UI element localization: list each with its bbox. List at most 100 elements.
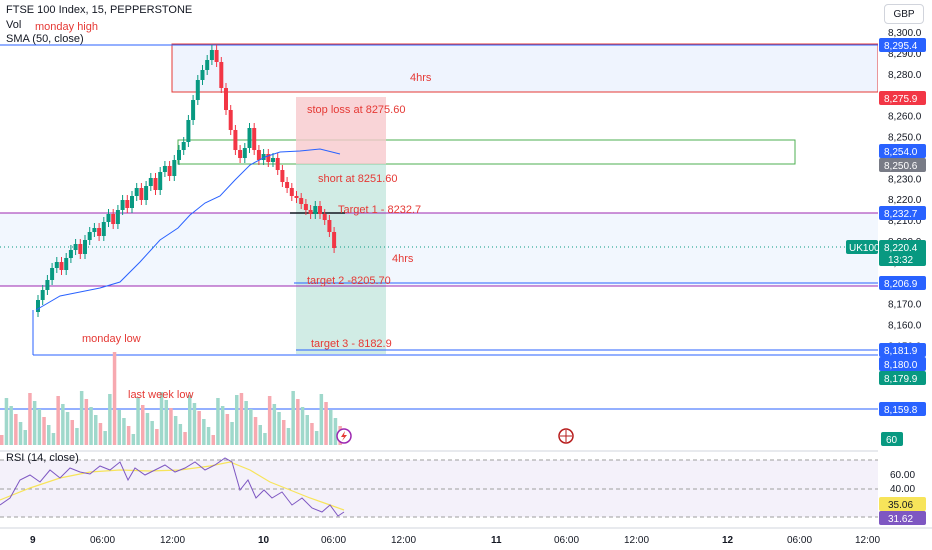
zone-4hrs-mid[interactable] xyxy=(0,213,878,286)
volume-bar xyxy=(47,425,51,445)
badge-8232: 8,232.7 xyxy=(879,206,926,220)
sma-line xyxy=(35,148,341,311)
symbol-title[interactable]: FTSE 100 Index, 15, PEPPERSTONE xyxy=(6,4,193,16)
volume-bar xyxy=(202,419,206,445)
volume-bar xyxy=(178,424,183,445)
volume-bar xyxy=(70,420,74,445)
volume-bar xyxy=(108,394,112,445)
volume-bar xyxy=(267,396,272,445)
candle-body xyxy=(191,100,196,120)
time-label: 9 xyxy=(30,535,36,546)
target3-label: target 3 - 8182.9 xyxy=(311,338,392,350)
candle-body xyxy=(228,110,233,130)
candle-body xyxy=(214,50,219,62)
volume-bar xyxy=(253,417,258,445)
badge-8180: 8,180.0 xyxy=(879,357,926,371)
lightning-icon[interactable] xyxy=(336,428,352,444)
rsi-band xyxy=(0,460,878,517)
volume-bar xyxy=(197,411,201,445)
zone-4hrs-top-label: 4hrs xyxy=(410,72,432,84)
price-tick-label: 8,260.0 xyxy=(888,112,922,123)
time-label: 10 xyxy=(258,535,270,546)
sma-legend[interactable]: SMA (50, close) xyxy=(6,33,84,45)
badge-symbol: UK100 xyxy=(846,240,880,254)
volume-bar xyxy=(155,429,159,445)
volume-bar xyxy=(98,423,103,445)
time-label: 06:00 xyxy=(321,535,346,546)
candle-body xyxy=(64,258,69,270)
candle-body xyxy=(68,250,73,258)
profit-area[interactable] xyxy=(296,164,386,354)
candle-body xyxy=(115,210,120,224)
candle-body xyxy=(266,154,271,162)
candle-body xyxy=(158,172,163,190)
volume-bar xyxy=(37,409,42,445)
rsi-tick-40: 40.00 xyxy=(890,484,915,495)
volume-bar xyxy=(164,400,168,445)
price-tick-label: 8,300.0 xyxy=(888,28,922,39)
stop-loss-area[interactable] xyxy=(296,97,386,164)
volume-bar xyxy=(145,413,150,445)
svg-text:8,181.9: 8,181.9 xyxy=(884,346,918,357)
candle-body xyxy=(120,200,125,210)
candle-body xyxy=(186,120,191,142)
volume-bar xyxy=(42,417,46,445)
volume-bar xyxy=(112,352,117,445)
svg-text:8,159.8: 8,159.8 xyxy=(884,405,918,416)
svg-text:8,220.4: 8,220.4 xyxy=(884,243,918,254)
candle-body xyxy=(299,198,304,204)
target1-label: Target 1 - 8232.7 xyxy=(338,204,421,216)
vol-legend[interactable]: Vol xyxy=(6,19,22,31)
candle-body xyxy=(303,204,308,210)
price-tick-label: 8,210.0 xyxy=(888,216,922,227)
currency-button[interactable]: GBP xyxy=(884,4,924,24)
price-axis[interactable] xyxy=(878,0,932,550)
target2-label: target 2 -8205.70 xyxy=(307,275,391,287)
volume-bar xyxy=(183,432,187,445)
volume-bar xyxy=(310,423,314,445)
candle-body xyxy=(224,88,228,110)
volume-bar xyxy=(220,406,225,445)
volume-bar xyxy=(192,403,197,445)
calendar-earnings-icon[interactable] xyxy=(558,428,574,444)
badge-8254: 8,254.0 xyxy=(879,144,926,158)
svg-text:8,295.4: 8,295.4 xyxy=(884,41,918,52)
candle-body xyxy=(205,60,210,70)
candle-body xyxy=(209,50,214,60)
volume-bar xyxy=(244,401,248,445)
short-entry-label: short at 8251.60 xyxy=(318,173,398,185)
candle-body xyxy=(45,280,50,290)
time-axis[interactable]: 9 06:00 12:00 10 06:00 12:00 11 06:00 12… xyxy=(30,535,880,546)
volume-bar xyxy=(51,433,56,445)
badge-rsi-ma: 35.06 xyxy=(879,497,926,511)
svg-text:13:32: 13:32 xyxy=(888,255,913,266)
volume-bar xyxy=(126,426,131,445)
badge-8206: 8,206.9 xyxy=(879,276,926,290)
price-tick-label: 8,290.0 xyxy=(888,49,922,60)
volume-bar xyxy=(314,431,319,445)
candle-body xyxy=(238,150,243,158)
candle-body xyxy=(261,154,266,160)
volume-bars xyxy=(0,352,342,445)
rsi-ma-line xyxy=(0,461,345,511)
zone-4hrs-mid-label: 4hrs xyxy=(392,253,414,265)
candle-body xyxy=(162,166,167,172)
svg-text:8,180.0: 8,180.0 xyxy=(884,360,918,371)
volume-bar xyxy=(131,434,136,445)
time-label: 06:00 xyxy=(554,535,579,546)
candle-body xyxy=(275,158,280,170)
candle-body xyxy=(219,62,224,88)
zone-4hrs-top[interactable] xyxy=(171,43,879,93)
candle-body xyxy=(139,188,144,200)
volume-bar xyxy=(32,401,37,445)
candle-body xyxy=(252,128,257,150)
candlesticks[interactable] xyxy=(36,45,337,317)
volume-bar xyxy=(122,418,126,445)
time-label: 12:00 xyxy=(624,535,649,546)
candle-body xyxy=(106,214,111,222)
candle-body xyxy=(73,244,78,250)
volume-bar xyxy=(4,398,9,445)
candle-body xyxy=(247,128,252,148)
volume-bar xyxy=(324,402,328,445)
